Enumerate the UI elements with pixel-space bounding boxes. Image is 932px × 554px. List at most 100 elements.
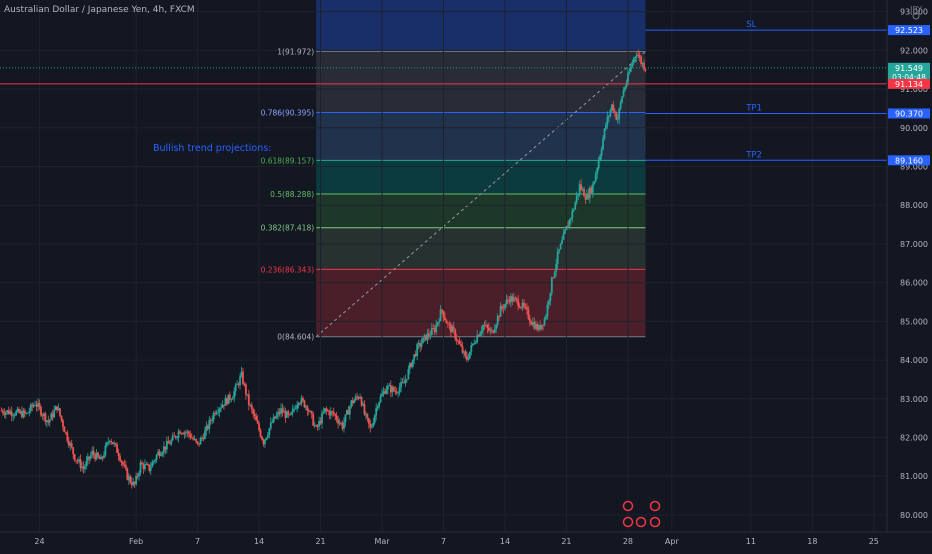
candle-body [501,306,503,308]
candle-body [272,416,275,423]
y-tick-label: 93.000 [900,8,928,17]
candle-body [640,56,642,64]
candle-body [395,391,398,393]
y-tick-label: 81.000 [900,472,928,481]
candle-body [625,82,628,88]
candle-body [385,389,388,394]
candle-body [130,482,133,486]
time-axis-panel[interactable] [0,532,932,550]
candle-body [101,456,104,458]
candle-body [21,411,23,418]
event-flag-icon[interactable] [622,516,634,528]
price-badge-tp2 [888,155,930,166]
candle-body [634,56,637,59]
candle-body [250,404,253,410]
candle-body [247,394,250,405]
candle-body [583,189,585,197]
fib-zone [316,112,646,161]
candle-body [275,415,278,419]
candle-body [129,476,132,483]
candle-body [18,408,20,413]
candle-body [423,335,426,338]
candle-body [12,415,15,417]
candle-body [180,433,183,435]
candle-body [378,402,380,407]
candle-body [504,304,506,309]
fib-level-label: 0.618(89.157) [261,156,315,165]
candle-body [204,430,206,440]
candle-body [31,404,34,407]
candle-body [227,394,230,405]
candle-body [234,384,237,392]
x-tick-label: Mar [374,537,390,546]
grid [0,0,887,532]
candle-body [386,385,389,390]
candle-body [341,422,344,429]
candle-body [212,412,215,420]
candle-body [401,381,404,383]
candle-body [492,330,495,333]
y-tick-label: 84.000 [900,356,928,365]
candle-body [44,413,47,422]
fib-trend-line [315,51,646,338]
candle-body [284,411,287,418]
candle-body [0,410,3,412]
event-flag-icon[interactable] [622,500,634,512]
fib-labels: 1(91.972) 0.786(90.395) 0.618(89.157) 0.5(8… [261,47,315,341]
candle-body [38,402,41,408]
candle-body [108,441,111,443]
candle-body [154,459,157,462]
candle-body [79,459,82,468]
candle-body [514,297,517,299]
candle-body [520,307,522,309]
event-icons[interactable] [622,500,661,528]
candle-body [72,447,75,455]
candle-body [258,423,260,431]
candle-body [537,325,540,330]
candle-body [218,408,221,413]
candle-body [256,420,259,424]
candle-body [470,345,473,352]
candle-body [245,384,247,395]
price-badge-label: 91.134 [895,80,923,89]
candle-body [612,104,615,111]
candle-body [635,54,638,57]
event-flag-icon[interactable] [649,500,661,512]
candle-body [265,437,268,440]
event-flag-icon[interactable] [635,516,647,528]
axis-settings-icon[interactable] [912,12,920,20]
candle-body [201,437,203,439]
candle-body [325,408,328,411]
candle-body [277,411,280,416]
candle-body [406,378,408,380]
candle-body [477,335,480,337]
fib-zone [316,194,646,228]
candle-body [467,358,470,360]
candle-body [198,443,200,445]
candle-body [182,433,184,435]
candle-body [285,411,288,418]
candle-body [34,404,37,406]
candle-body [616,119,619,120]
candle-body [590,187,593,193]
candle-body [15,411,18,416]
candle-body [587,193,590,199]
horizontal-lines: SL TP1 TP2 [0,20,887,161]
event-flag-icon[interactable] [649,516,661,528]
candle-body [426,333,429,341]
candle-body [231,398,234,400]
candle-body [104,445,107,456]
candle-body [319,421,322,424]
candle-body [631,62,634,67]
candle-body [448,323,451,325]
candle-body [578,184,581,194]
candle-body [571,210,574,219]
candle-body [224,398,227,406]
candle-body [122,462,124,465]
candle-body [561,239,563,244]
candle-body [312,414,315,426]
candle-body [384,391,386,394]
price-axis: 80.000 81.000 82.000 83.000 84.000 85.000 86.0… [888,8,930,520]
